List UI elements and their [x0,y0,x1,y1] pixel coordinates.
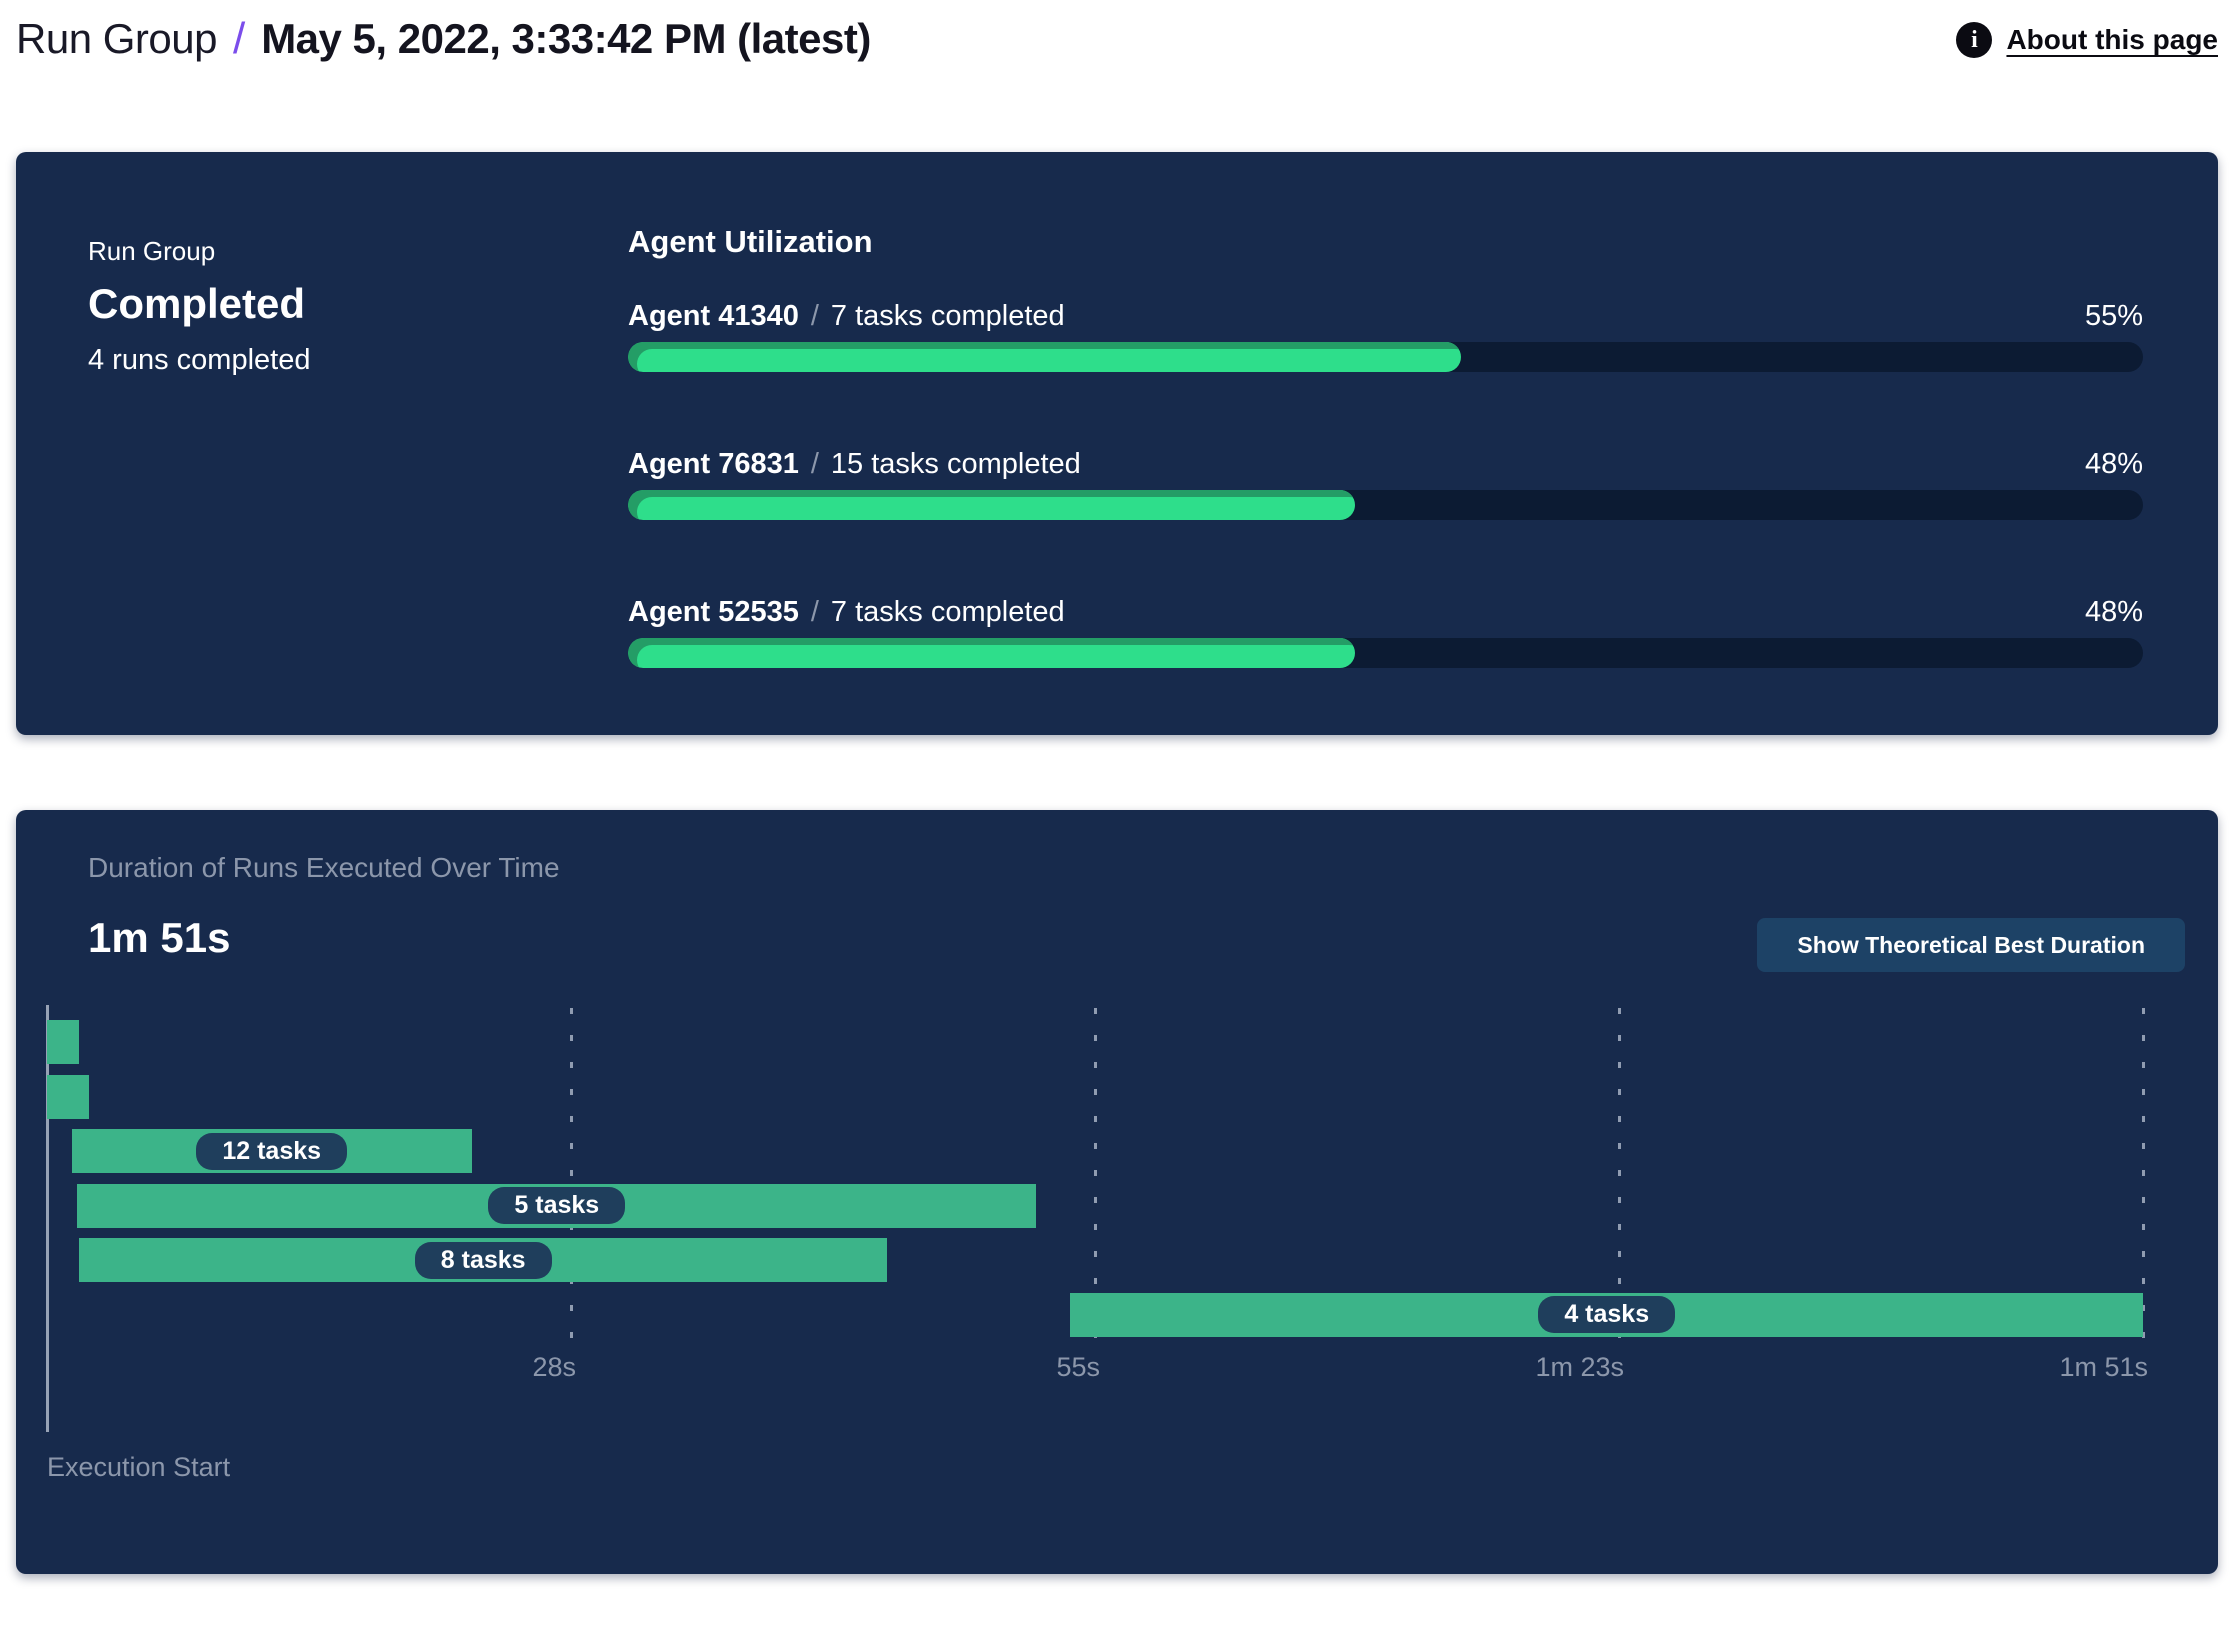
agent-tasks-completed: 15 tasks completed [830,448,1081,480]
agent-tasks-completed: 7 tasks completed [830,300,1065,332]
agent-row: Agent 41340 / 7 tasks completed 55% [628,300,2143,372]
axis-tick-label: 55s [1056,1352,1100,1382]
breadcrumb-separator: / [232,14,246,63]
agent-name: Agent 76831 [628,448,799,480]
execution-start-label: Execution Start [47,1452,231,1482]
page-title: May 5, 2022, 3:33:42 PM (latest) [261,15,871,62]
run-duration-bar[interactable]: 12 tasks [71,1129,472,1173]
run-duration-bar[interactable]: 4 tasks [1070,1292,2143,1337]
breadcrumb: Run Group / May 5, 2022, 3:33:42 PM (lat… [16,14,2218,64]
axis-tick-label: 28s [532,1352,576,1382]
run-group-label: Run Group [88,236,216,266]
run-duration-bar[interactable] [47,1020,80,1064]
status-text: Completed [88,280,306,327]
axis-gridline [1094,1008,1097,1345]
task-count-pill: 4 tasks [1538,1296,1676,1333]
breadcrumb-run-group[interactable]: Run Group [16,15,217,62]
run-duration-bar[interactable]: 8 tasks [79,1238,888,1282]
show-theoretical-best-duration-button[interactable]: Show Theoretical Best Duration [1757,918,2185,972]
run-group-panel: Run Group Completed 4 runs completed Age… [16,152,2218,735]
utilization-bar-track [628,638,2143,668]
utilization-bar-track [628,490,2143,520]
agent-separator: / [810,596,819,628]
task-count-pill: 8 tasks [414,1241,552,1279]
max-duration-value: 1m 51s [88,914,231,961]
run-duration-bar[interactable]: 5 tasks [77,1183,1037,1228]
agent-tasks-completed: 7 tasks completed [830,596,1065,628]
utilization-bar-fill [628,490,1356,520]
task-count-pill: 5 tasks [488,1187,626,1224]
axis-tick-label: 1m 51s [2059,1352,2148,1382]
gantt-chart: Execution Start 28s 55s 1m 23s 1m 51s 12 tas… [16,810,2218,1574]
axis-tick-label: 1m 23s [1535,1352,1624,1382]
runs-summary: 4 runs completed [88,344,311,376]
agent-separator: / [810,300,819,332]
run-duration-bar[interactable] [47,1074,89,1119]
agent-row: Agent 52535 / 7 tasks completed 48% [628,596,2143,668]
utilization-bar-track [628,342,2143,372]
utilization-bar-fill [628,342,1462,372]
axis-gridline [570,1008,573,1345]
agent-name: Agent 41340 [628,300,799,332]
about-link[interactable]: About this page [2006,24,2218,55]
about-this-page[interactable]: i About this page [1956,22,2218,58]
agent-utilization-percent: 48% [2084,448,2143,480]
agent-utilization-percent: 55% [2084,300,2143,332]
duration-chart-title: Duration of Runs Executed Over Time [88,852,560,883]
utilization-bar-fill [628,638,1356,668]
duration-panel: Duration of Runs Executed Over Time 1m 5… [16,810,2218,1574]
axis-gridline [1618,1008,1621,1345]
agent-utilization-title: Agent Utilization [628,224,873,259]
agent-row: Agent 76831 / 15 tasks completed 48% [628,448,2143,520]
execution-start-axis [46,1005,49,1432]
task-count-pill: 12 tasks [196,1132,348,1170]
info-icon[interactable]: i [1956,22,1993,58]
axis-gridline [2142,1008,2145,1345]
agent-separator: / [810,448,819,480]
agent-utilization-percent: 48% [2084,596,2143,628]
page-header: Run Group / May 5, 2022, 3:33:42 PM (lat… [16,14,2218,84]
agent-name: Agent 52535 [628,596,799,628]
